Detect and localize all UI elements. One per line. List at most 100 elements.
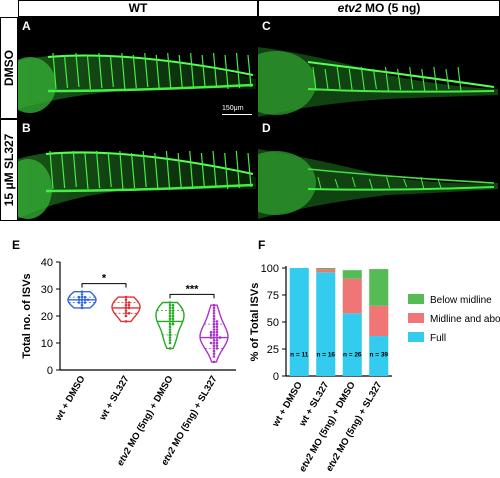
isv-vessel [177, 152, 182, 188]
data-point [124, 309, 128, 312]
data-point [212, 322, 216, 326]
data-point [215, 339, 219, 342]
isv-vessel [201, 54, 206, 89]
data-point [80, 298, 84, 302]
legend-swatch [408, 313, 424, 323]
isv-vessel [109, 54, 114, 88]
data-point [212, 352, 216, 356]
y-tick-label: 50 [267, 317, 279, 329]
significance-bracket [169, 293, 215, 299]
data-point [212, 349, 216, 353]
isv-vessel [247, 54, 252, 88]
legend-swatch [408, 332, 424, 342]
data-point [168, 312, 172, 315]
violin-shape [67, 291, 97, 309]
y-tick-label: 20 [41, 311, 53, 323]
data-point [168, 301, 172, 304]
bar-segment [342, 270, 362, 279]
bar-segment [369, 305, 389, 337]
data-point [124, 314, 128, 318]
data-point [215, 322, 219, 326]
data-point [212, 306, 216, 310]
isv-vessel [224, 152, 229, 190]
isv-vessel [178, 54, 183, 88]
zebrafish-mo-sl327 [258, 149, 498, 219]
isv-vessel [130, 152, 136, 189]
data-point [212, 309, 216, 312]
y-tick-label: 40 [41, 257, 53, 269]
data-point [80, 303, 84, 307]
data-point [83, 298, 87, 302]
data-point [168, 320, 172, 323]
isv-vessel [397, 68, 402, 91]
isv-vessel [224, 54, 229, 90]
isv-vessel [155, 54, 160, 90]
isv-vessel [84, 152, 89, 190]
panel-b-label: B [22, 121, 31, 135]
legend-label: Full [430, 333, 446, 344]
data-point [80, 293, 84, 296]
data-point [215, 333, 219, 337]
isv-vessel [190, 52, 195, 90]
isv-vessel [121, 52, 126, 90]
isv-vessel [86, 54, 92, 90]
panel-e-label: E [12, 238, 21, 252]
isv-vessel [235, 150, 240, 189]
data-point [127, 306, 131, 310]
data-point [209, 341, 213, 345]
data-point [168, 336, 172, 339]
data-point [212, 341, 216, 345]
data-point [77, 295, 81, 299]
data-point [77, 301, 81, 304]
n-label: n = 39 [369, 352, 388, 359]
isv-vessel [247, 152, 252, 188]
bar-segment [342, 313, 362, 376]
legend-label: Midline and above [430, 314, 500, 325]
data-point [215, 336, 219, 339]
x-tick-label-text: MO (5ng) + SL327 [169, 374, 220, 451]
data-point [83, 295, 87, 299]
isv-vessel [165, 150, 171, 189]
isv-vessel [167, 52, 172, 89]
isv-vessel [107, 152, 112, 188]
legend-swatch [408, 294, 424, 304]
data-point [212, 344, 216, 347]
row-label-sl327: 15 μM SL327 [2, 133, 16, 207]
y-tick-label: 10 [41, 338, 53, 350]
data-point [83, 301, 87, 304]
data-point [171, 320, 175, 323]
violin-shape [155, 301, 185, 350]
y-tick-label: 30 [41, 284, 53, 296]
data-point [212, 333, 216, 337]
data-point [171, 314, 175, 318]
zebrafish-mo-dmso [258, 47, 498, 117]
data-point [209, 336, 213, 339]
data-point [212, 320, 216, 323]
data-point [124, 303, 128, 307]
data-point [212, 312, 216, 315]
panel-c-label: C [262, 19, 271, 33]
isv-vessel [384, 66, 390, 92]
data-point [212, 339, 216, 342]
data-point [80, 290, 84, 293]
y-tick-label: 100 [261, 263, 279, 275]
data-point [168, 330, 172, 334]
x-tick-label-text: wt + SL327 [97, 374, 132, 423]
isv-vessel [445, 68, 450, 90]
header-etv2-mo: etv2 MO (5 ng) [258, 0, 500, 17]
row-label-sl327-box: 15 μM SL327 [0, 119, 18, 221]
isv-vessel [437, 178, 442, 189]
significance-label: *** [186, 283, 200, 295]
isv-vessel [368, 178, 373, 190]
data-point [212, 360, 216, 364]
x-tick-label-text: wt + DMSO [53, 374, 88, 424]
zebrafish-wt-sl327 [18, 150, 256, 219]
y-axis-label: Total no. of ISVs [21, 273, 33, 358]
n-label: n = 26 [343, 352, 362, 359]
isv-vessel [386, 176, 391, 189]
y-tick-label: 0 [47, 365, 53, 377]
isv-vessel [154, 152, 159, 190]
row-label-dmso: DMSO [2, 50, 16, 86]
x-tick-label-text: MO (5ng) + DMSO [125, 374, 176, 451]
